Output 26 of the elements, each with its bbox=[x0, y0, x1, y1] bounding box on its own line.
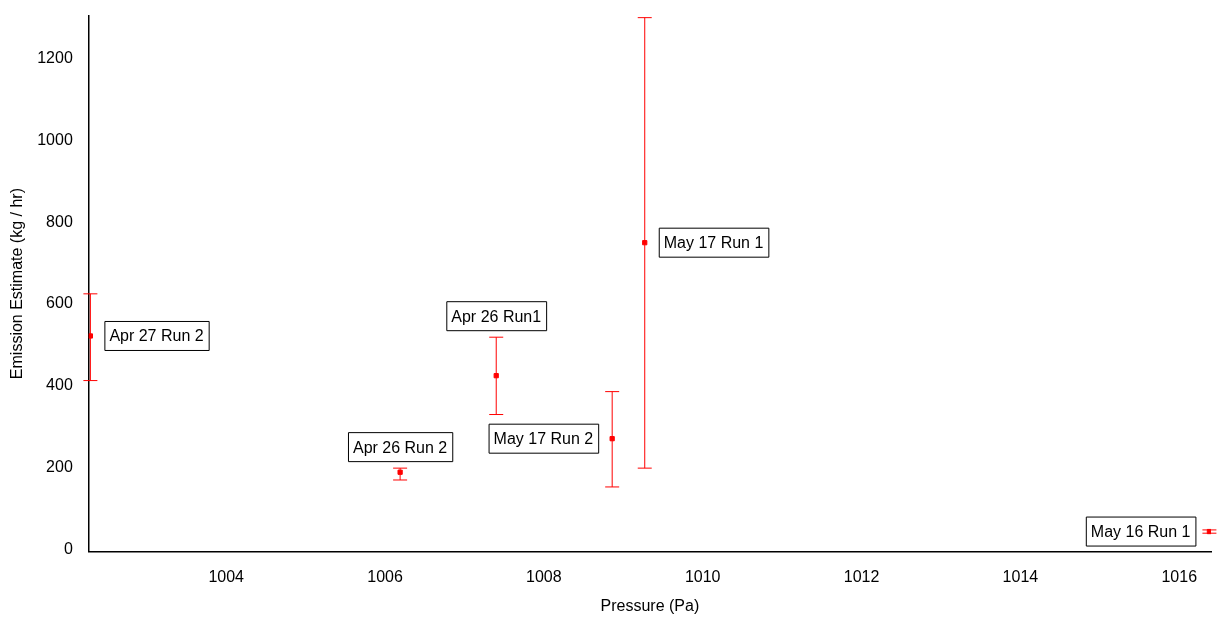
annotation: May 17 Run 2 bbox=[493, 430, 594, 448]
y-tick-label: 600 bbox=[46, 294, 73, 312]
x-tick-label: 1008 bbox=[526, 567, 562, 585]
annotation: May 16 Run 1 bbox=[1090, 522, 1191, 540]
y-tick-label: 400 bbox=[46, 376, 73, 394]
x-axis-title: Pressure (Pa) bbox=[600, 596, 700, 614]
x-tick-label: 1016 bbox=[1161, 567, 1198, 585]
x-tick-label: 1004 bbox=[208, 567, 245, 585]
x-tick-label: 1012 bbox=[843, 567, 880, 585]
point bbox=[493, 373, 499, 379]
y-tick-label: 1000 bbox=[37, 130, 73, 148]
x-tick-label: 1010 bbox=[684, 567, 721, 585]
y-tick-label: 0 bbox=[63, 539, 73, 557]
annotation: May 17 Run 1 bbox=[663, 234, 764, 252]
point bbox=[397, 469, 403, 475]
point bbox=[609, 436, 615, 442]
x-tick-label: 1014 bbox=[1002, 567, 1039, 585]
point bbox=[642, 240, 648, 246]
annotation: Apr 26 Run1 bbox=[451, 307, 542, 325]
y-axis-title: Emission Estimate (kg / hr) bbox=[8, 188, 26, 380]
x-tick-label: 1006 bbox=[367, 567, 403, 585]
y-tick-label: 1200 bbox=[37, 48, 73, 66]
y-tick-label: 200 bbox=[46, 458, 73, 476]
annotation: Apr 27 Run 2 bbox=[109, 327, 204, 345]
y-tick-label: 800 bbox=[46, 212, 73, 230]
annotation: Apr 26 Run 2 bbox=[352, 438, 448, 456]
